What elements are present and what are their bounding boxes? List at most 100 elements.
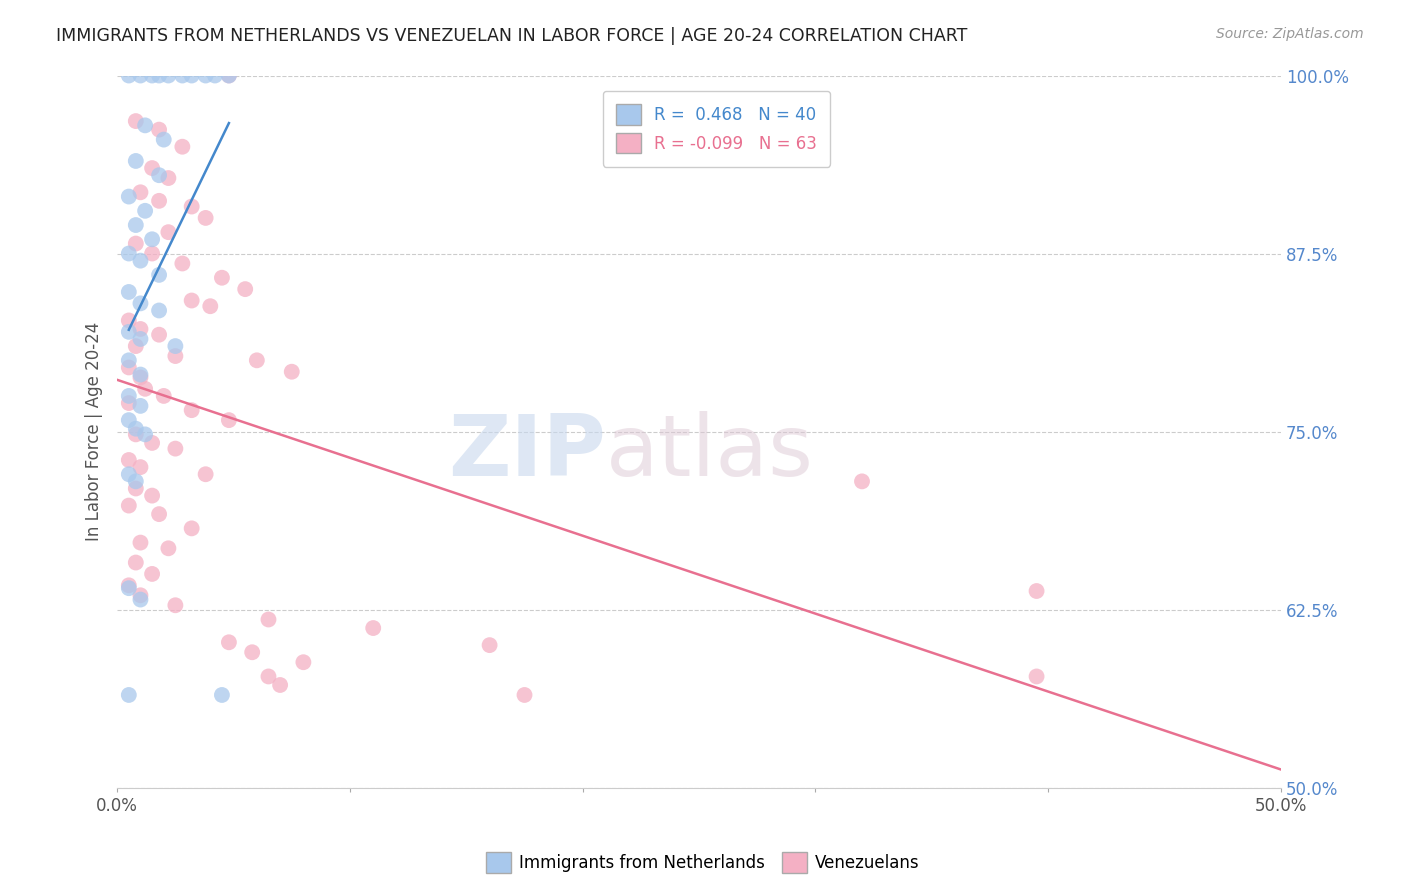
Point <box>180 200 202 214</box>
Text: Source: ZipAtlas.com: Source: ZipAtlas.com <box>1216 27 1364 41</box>
Legend: Immigrants from Netherlands, Venezuelans: Immigrants from Netherlands, Venezuelans <box>479 846 927 880</box>
Point <box>118 499 141 513</box>
Point <box>141 161 163 175</box>
Point <box>148 168 170 182</box>
Point <box>165 349 187 363</box>
Point <box>148 303 170 318</box>
Point <box>180 403 202 417</box>
Point <box>141 436 163 450</box>
Point <box>200 299 222 313</box>
Point <box>118 578 141 592</box>
Point <box>141 246 163 260</box>
Point <box>118 353 141 368</box>
Point <box>118 413 141 427</box>
Point <box>148 268 170 282</box>
Point <box>141 489 163 503</box>
Point <box>129 588 152 602</box>
Point <box>172 139 194 153</box>
Point <box>129 186 152 200</box>
Point <box>134 427 156 442</box>
Point <box>148 194 170 208</box>
Point <box>118 396 141 410</box>
Point <box>157 171 180 186</box>
Point <box>118 688 141 702</box>
Point <box>129 69 152 83</box>
Point <box>194 211 217 225</box>
Point <box>211 688 233 702</box>
Legend: R =  0.468   N = 40, R = -0.099   N = 63: R = 0.468 N = 40, R = -0.099 N = 63 <box>603 91 831 167</box>
Point <box>125 556 148 570</box>
Point <box>118 467 141 482</box>
Point <box>125 475 148 489</box>
Point <box>118 389 141 403</box>
Point <box>1025 584 1047 599</box>
Point <box>157 225 180 239</box>
Point <box>125 422 148 436</box>
Point <box>129 253 152 268</box>
Point <box>148 327 170 342</box>
Point <box>125 339 148 353</box>
Point <box>129 592 152 607</box>
Point <box>172 69 194 83</box>
Point <box>257 613 280 627</box>
Point <box>240 645 263 659</box>
Point <box>125 153 148 168</box>
Point <box>172 256 194 270</box>
Point <box>129 322 152 336</box>
Point <box>478 638 501 652</box>
Point <box>361 621 384 635</box>
Point <box>204 69 226 83</box>
Point <box>257 669 280 683</box>
Point <box>218 69 240 83</box>
Point <box>165 442 187 456</box>
Point <box>129 370 152 384</box>
Point <box>118 285 141 299</box>
Point <box>129 296 152 310</box>
Point <box>118 69 141 83</box>
Point <box>233 282 256 296</box>
Point <box>1025 669 1047 683</box>
Text: atlas: atlas <box>606 411 814 494</box>
Point <box>129 368 152 382</box>
Point <box>152 389 174 403</box>
Point <box>165 599 187 613</box>
Point <box>218 69 240 83</box>
Point <box>180 521 202 535</box>
Point <box>292 655 315 669</box>
Text: IMMIGRANTS FROM NETHERLANDS VS VENEZUELAN IN LABOR FORCE | AGE 20-24 CORRELATION: IMMIGRANTS FROM NETHERLANDS VS VENEZUELA… <box>56 27 967 45</box>
Point <box>118 581 141 595</box>
Point <box>134 382 156 396</box>
Point <box>141 232 163 246</box>
Point <box>513 688 536 702</box>
Point <box>851 475 873 489</box>
Point <box>180 293 202 308</box>
Point <box>157 541 180 556</box>
Point <box>211 270 233 285</box>
Point <box>118 246 141 260</box>
Point <box>125 427 148 442</box>
Point <box>129 332 152 346</box>
Point <box>118 189 141 203</box>
Point <box>180 69 202 83</box>
Point <box>129 399 152 413</box>
Point <box>125 482 148 496</box>
Point <box>118 453 141 467</box>
Point <box>148 122 170 136</box>
Point <box>246 353 269 368</box>
Point <box>148 507 170 521</box>
Point <box>134 203 156 218</box>
Point <box>269 678 291 692</box>
Point <box>157 69 180 83</box>
Point <box>281 365 304 379</box>
Point <box>118 313 141 327</box>
Point <box>194 467 217 482</box>
Point <box>134 119 156 133</box>
Point <box>118 360 141 375</box>
Point <box>148 69 170 83</box>
Point <box>118 325 141 339</box>
Point <box>129 460 152 475</box>
Point <box>125 218 148 232</box>
Point <box>218 635 240 649</box>
Point <box>218 413 240 427</box>
Point <box>125 114 148 128</box>
